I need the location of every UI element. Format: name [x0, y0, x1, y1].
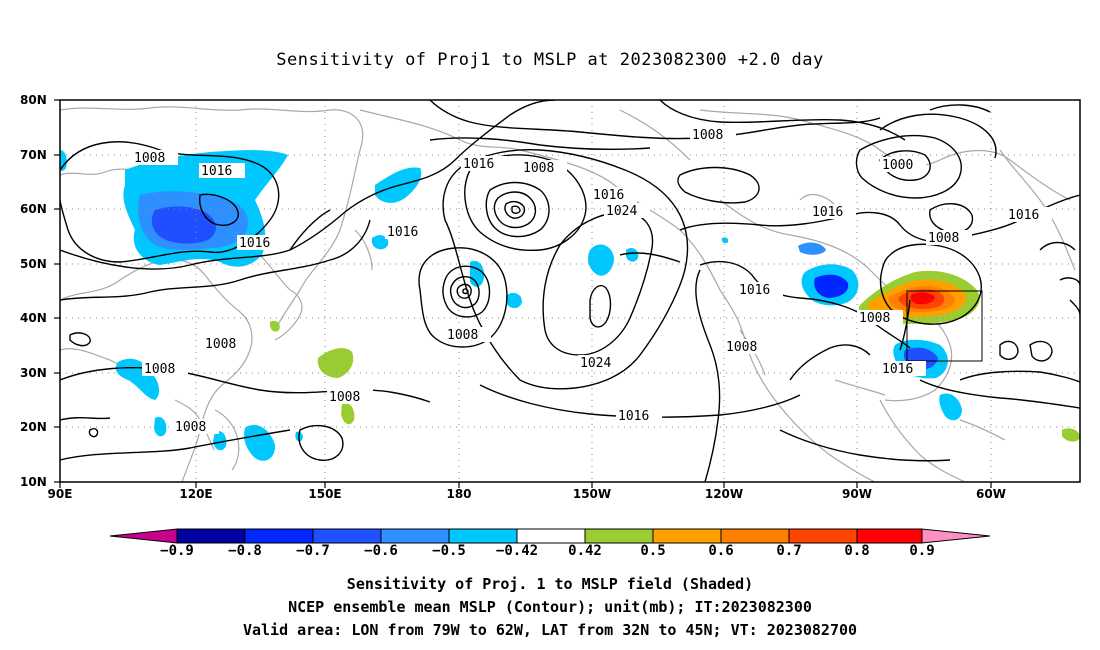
caption-line-3: Valid area: LON from 79W to 62W, LAT fro… [242, 621, 858, 639]
map-frame [59, 99, 1081, 483]
contour-label: 1016 [812, 205, 843, 220]
shade-neg-scs-d [213, 430, 227, 451]
contour-label: 1016 [739, 283, 770, 298]
lon-label: 90E [47, 487, 73, 501]
shade-neg-kuril [372, 235, 389, 250]
shade-pos-atlantic-east [1062, 428, 1080, 442]
lon-label: 60W [976, 487, 1006, 501]
lat-label: 10N [20, 475, 47, 489]
caption-line-1: Sensitivity of Proj. 1 to MSLP field (Sh… [346, 575, 754, 593]
shade-pos-na-red [910, 292, 935, 305]
lat-label: 30N [20, 366, 47, 380]
contour-label: 1016 [239, 236, 270, 251]
lon-label: 120W [704, 487, 744, 501]
colorbar-bin [652, 528, 722, 544]
colorbar-end-low [109, 528, 178, 544]
shade-neg-scs-c [154, 416, 167, 437]
colorbar-bin [516, 528, 586, 544]
axis-ticks [54, 99, 992, 488]
contour-label: 1008 [523, 161, 554, 176]
lon-label: 90W [842, 487, 872, 501]
shade-neg-pacific-d [626, 247, 639, 262]
valid-area-box [906, 290, 983, 362]
shade-neg-left-edge [60, 150, 67, 171]
colorbar-bin [448, 528, 518, 544]
contour-label: 1016 [201, 164, 232, 179]
colorbar-label: 0.6 [708, 543, 734, 559]
shade-neg-asia-core [151, 206, 216, 244]
lat-label: 80N [20, 93, 47, 107]
contour-label: 1016 [387, 225, 418, 240]
colorbar [109, 528, 991, 544]
lat-label: 50N [20, 257, 47, 271]
shade-neg-atlantic [939, 393, 962, 421]
lat-label: 20N [20, 420, 47, 434]
colorbar-label: −0.7 [296, 543, 330, 559]
colorbar-end-high [921, 528, 991, 544]
contour-label: 1008 [205, 337, 236, 352]
colorbar-bin [244, 528, 314, 544]
lon-label: 180 [446, 487, 472, 501]
contour-label: 1000 [882, 158, 913, 173]
grid-lines [60, 100, 1080, 482]
contour-label: 1008 [692, 128, 723, 143]
contour-label: 1008 [928, 231, 959, 246]
shade-neg-lakes [798, 242, 826, 255]
colorbar-bin [380, 528, 450, 544]
colorbar-bin [720, 528, 790, 544]
lat-label: 70N [20, 148, 47, 162]
contour-label: 1008 [175, 420, 206, 435]
colorbar-label: 0.9 [909, 543, 935, 559]
colorbar-label: −0.8 [228, 543, 262, 559]
caption-line-2: NCEP ensemble mean MSLP (Contour); unit(… [288, 598, 812, 616]
colorbar-label: 0.8 [844, 543, 870, 559]
shade-neg-pacific-b [506, 292, 522, 309]
mslp-contours [60, 100, 1080, 482]
contour-label: 1008 [726, 340, 757, 355]
lon-label: 120E [179, 487, 213, 501]
contour-label: 1008 [859, 311, 890, 326]
colorbar-bin [312, 528, 382, 544]
colorbar-label: −0.5 [432, 543, 466, 559]
contour-label: 1016 [618, 409, 649, 424]
colorbar-label: 0.5 [640, 543, 666, 559]
lat-label: 60N [20, 202, 47, 216]
shade-pos-dateline [317, 348, 354, 378]
shade-pos-dateline-south [341, 403, 355, 425]
colorbar-label: −0.6 [364, 543, 398, 559]
contour-label: 1016 [463, 157, 494, 172]
lon-label: 150W [572, 487, 612, 501]
chart-title: Sensitivity of Proj1 to MSLP at 20230823… [276, 50, 824, 70]
contour-labels: 1008 1016 1016 1008 1016 1016 1008 1016 … [134, 128, 1040, 435]
contour-label: 1024 [580, 356, 611, 371]
shade-pos-japan [269, 320, 280, 332]
contour-label: 1016 [593, 188, 624, 203]
colorbar-bin [584, 528, 654, 544]
colorbar-label: −0.9 [160, 543, 194, 559]
contour-label: 1008 [134, 151, 165, 166]
colorbar-bin [176, 528, 246, 544]
colorbar-bin [788, 528, 858, 544]
colorbar-bin [856, 528, 923, 544]
colorbar-label: −0.42 [495, 543, 539, 559]
lon-label: 150E [308, 487, 342, 501]
shade-neg-na-west-core [814, 274, 849, 298]
contour-label: 1024 [606, 204, 637, 219]
contour-label: 1008 [329, 390, 360, 405]
shade-neg-small-b [721, 237, 729, 244]
colorbar-label: 0.42 [568, 543, 602, 559]
shade-neg-pacific-c [588, 244, 614, 276]
lat-label: 40N [20, 311, 47, 325]
colorbar-label: 0.7 [776, 543, 802, 559]
contour-label: 1016 [882, 362, 913, 377]
contour-label: 1008 [144, 362, 175, 377]
contour-label: 1016 [1008, 208, 1039, 223]
contour-label: 1008 [447, 328, 478, 343]
